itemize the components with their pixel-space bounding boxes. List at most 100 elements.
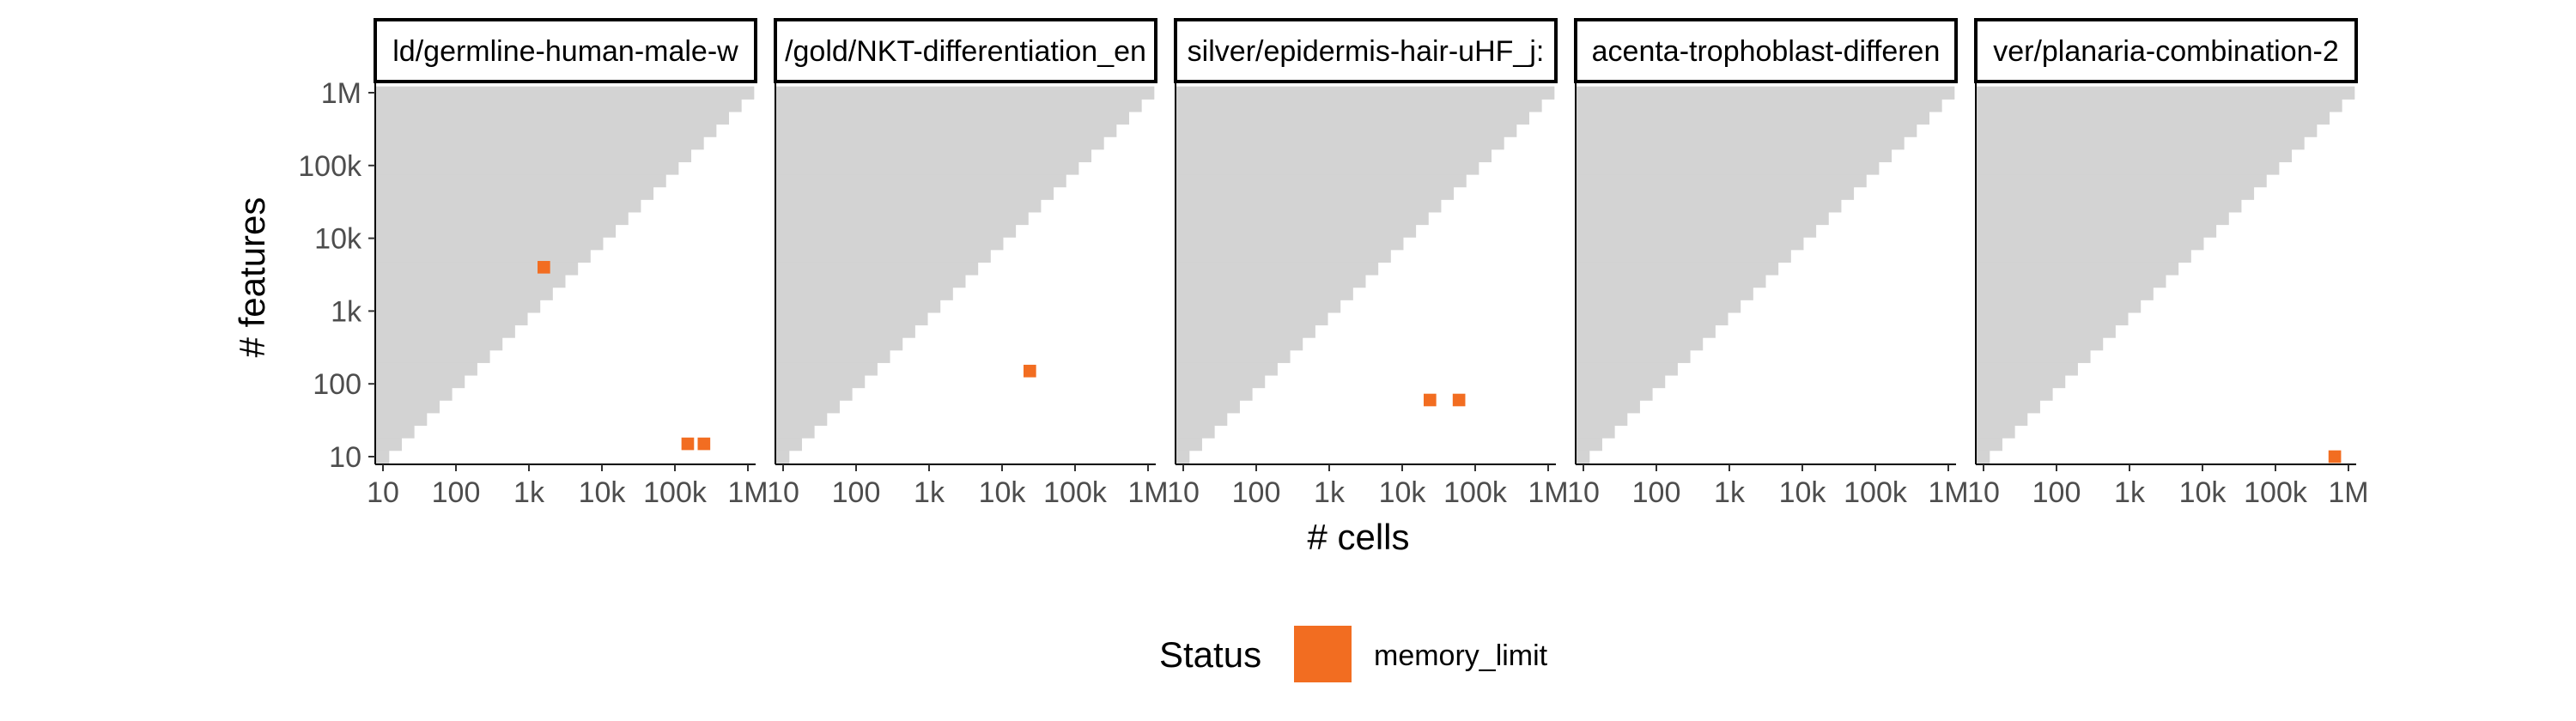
tested-region-row <box>775 287 953 300</box>
facet-title: ver/planaria-combination-2 <box>1993 35 2339 68</box>
legend: Status memory_limit <box>1159 626 1548 682</box>
tested-region-row <box>1976 86 2355 100</box>
tested-region-row <box>1576 337 1704 351</box>
tested-region-row <box>375 412 428 427</box>
tested-region-row <box>1176 249 1391 263</box>
legend-title: Status <box>1159 634 1261 675</box>
tested-region-row <box>775 275 966 288</box>
tested-region-row <box>1976 312 2129 326</box>
tested-region-row <box>375 312 528 326</box>
tested-region-row <box>375 124 717 137</box>
facet-strip: ld/germline-human-male-w <box>374 18 757 83</box>
tested-region-row <box>775 237 1004 251</box>
facet-strip-box <box>1574 18 1958 83</box>
tested-region-row <box>1976 199 2242 213</box>
tested-region-row <box>1176 86 1555 100</box>
tested-region-row <box>1176 324 1315 338</box>
tested-region-row <box>1576 211 1829 226</box>
tested-region-row <box>375 262 579 276</box>
x-tick-label: 100k <box>1844 476 1908 509</box>
tested-region <box>1176 86 1555 464</box>
tested-region-row <box>775 224 1017 238</box>
tested-region-row <box>1576 224 1817 238</box>
x-tick-label: 10 <box>1567 476 1600 509</box>
tested-region-row <box>1576 349 1691 363</box>
tested-region-row <box>775 438 802 451</box>
x-tick-label: 100 <box>2032 476 2081 509</box>
tested-region-row <box>375 387 453 401</box>
tested-region <box>1976 86 2355 464</box>
tested-region-row <box>775 124 1117 137</box>
tested-region-row <box>1976 412 2028 427</box>
tested-region-row <box>1976 438 2002 451</box>
tested-region-row <box>375 362 477 376</box>
tested-region-row <box>1976 262 2179 276</box>
tested-region-row <box>1576 412 1628 427</box>
y-tick-label: 10k <box>314 223 362 256</box>
tested-region-row <box>1176 374 1266 389</box>
tested-region-row <box>1176 124 1517 137</box>
facet-strip: ver/planaria-combination-2 <box>1974 18 2358 83</box>
tested-region-row <box>775 161 1079 175</box>
tested-region-row <box>775 99 1142 112</box>
tested-region-row <box>1976 186 2255 200</box>
x-tick-label: 100k <box>2244 476 2308 509</box>
memory-limit-cell <box>1023 364 1036 378</box>
memory-limit-cell <box>538 261 550 274</box>
tested-region-row <box>1976 237 2204 251</box>
tested-region-row <box>775 148 1092 163</box>
tested-region-row <box>375 450 390 464</box>
legend-label-memory-limit: memory_limit <box>1374 639 1548 672</box>
tested-region-row <box>375 186 654 200</box>
tested-region-row <box>1576 287 1753 300</box>
tested-region-row <box>1576 400 1640 414</box>
tested-region-row <box>1576 300 1741 313</box>
tested-region-row <box>1176 349 1291 363</box>
tested-region-row <box>1176 312 1328 326</box>
tested-region-row <box>1176 174 1467 188</box>
tested-region-row <box>1176 148 1492 163</box>
tested-region-row <box>375 300 541 313</box>
tested-region-row <box>775 337 903 351</box>
facet-title: /gold/NKT-differentiation_en <box>785 35 1146 68</box>
x-tick-label: 1M <box>727 476 768 509</box>
tested-region-row <box>775 249 991 263</box>
tested-region-row <box>775 186 1054 200</box>
tested-region-row <box>1576 86 1955 100</box>
x-tick-label: 10 <box>1967 476 2000 509</box>
tested-region-row <box>375 349 490 363</box>
facet-strip-box <box>1174 18 1558 83</box>
facet-strip-box <box>374 18 757 83</box>
x-tick-label: 1k <box>914 476 945 509</box>
tested-region-row <box>375 86 755 100</box>
tested-region-row <box>775 425 815 439</box>
tested-region-row <box>1576 262 1779 276</box>
tested-region-row <box>1176 400 1240 414</box>
tested-region-row <box>1576 186 1855 200</box>
tested-region-row <box>1576 161 1880 175</box>
memory-limit-cell <box>681 437 695 451</box>
x-tick-label: 100 <box>1632 476 1681 509</box>
tested-region-row <box>775 262 979 276</box>
y-axis-title: # features <box>232 197 272 358</box>
tested-region-row <box>1976 287 2154 300</box>
tested-region <box>775 86 1155 464</box>
tested-region-row <box>1576 324 1716 338</box>
tested-region-row <box>1976 450 1990 464</box>
tested-region-row <box>1176 362 1278 376</box>
x-tick-label: 100 <box>832 476 881 509</box>
tested-region-row <box>375 400 440 414</box>
tested-region-row <box>1576 99 1942 112</box>
tested-region-row <box>375 111 730 125</box>
tested-region-row <box>1576 450 1590 464</box>
tested-region <box>1576 86 1955 464</box>
x-tick-label: 10k <box>579 476 627 509</box>
tested-region-row <box>1176 337 1303 351</box>
tested-region-row <box>775 387 853 401</box>
x-tick-label: 1M <box>2328 476 2368 509</box>
facet-strip-box <box>1974 18 2358 83</box>
memory-limit-cell <box>1423 393 1437 407</box>
tested-region-row <box>1576 111 1930 125</box>
chart-panels: 10 100 1k 10k 100k 1M ld/germline-human-male-w… <box>298 18 2369 509</box>
